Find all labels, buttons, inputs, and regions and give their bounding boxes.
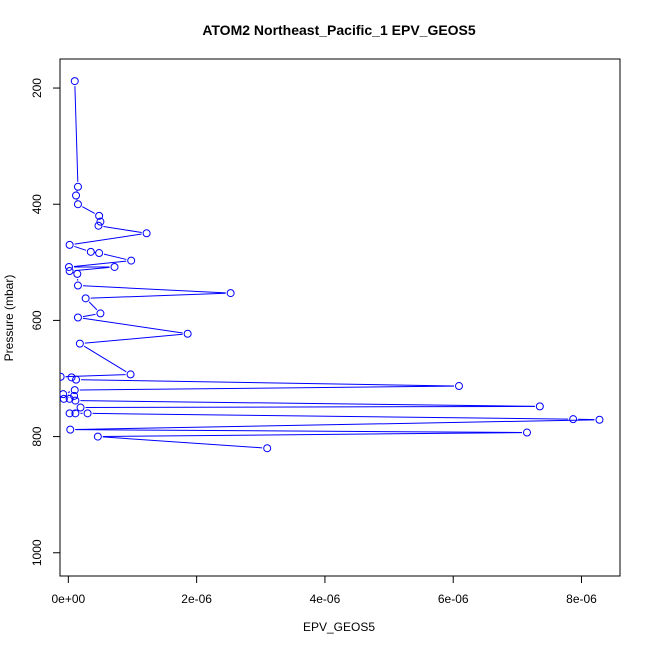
series-segment (103, 225, 142, 233)
data-point (183, 329, 192, 338)
data-point (64, 262, 73, 271)
series-segment (82, 285, 226, 294)
y-tick-label: 200 (30, 78, 44, 98)
series-segment (90, 292, 226, 299)
series-segment (82, 313, 96, 318)
data-point (67, 373, 76, 382)
data-point (65, 240, 74, 249)
x-tick-label: 2e-06 (181, 592, 212, 606)
data-point (127, 256, 136, 265)
data-point (535, 402, 544, 411)
data-point (76, 403, 85, 412)
data-point (110, 262, 119, 271)
y-axis: 200 400 600 800 1000 (30, 78, 61, 566)
data-point (595, 415, 604, 424)
series-segment (92, 412, 569, 420)
series-segment (79, 385, 454, 391)
data-point (65, 267, 74, 276)
data-point (95, 249, 104, 258)
y-tick-label: 800 (30, 426, 44, 446)
data-point (81, 294, 90, 303)
x-axis: 0e+00 2e-06 4e-06 6e-06 8e-06 (51, 575, 597, 606)
series-segment (103, 253, 127, 260)
x-tick-label: 4e-06 (310, 592, 341, 606)
data-point (73, 281, 82, 290)
data-point (65, 409, 74, 418)
series-segment (80, 400, 535, 407)
series-segment (83, 345, 127, 373)
data-point (86, 247, 95, 256)
data-point (73, 269, 82, 278)
y-tick-label: 600 (30, 310, 44, 330)
data-point (73, 182, 82, 191)
y-tick-label: 1000 (30, 539, 44, 566)
x-tick-label: 8e-06 (566, 592, 597, 606)
data-point (454, 382, 463, 391)
series-segment (102, 432, 522, 438)
series-segment (75, 419, 595, 431)
data-point (263, 444, 272, 453)
data-point (73, 200, 82, 209)
data-point (65, 394, 74, 403)
data-layer (60, 77, 604, 453)
x-tick-label: 0e+00 (51, 592, 85, 606)
data-point (522, 428, 531, 437)
chart-title: ATOM2 Northeast_Pacific_1 EPV_GEOS5 (202, 22, 476, 38)
data-point (94, 221, 103, 230)
series-segment (74, 86, 79, 182)
series-segment (82, 317, 183, 334)
series-segment (67, 391, 71, 393)
data-point (60, 390, 68, 399)
series-segment (85, 405, 535, 409)
series-segment (88, 301, 98, 311)
series-segment (74, 233, 142, 245)
data-point (73, 313, 82, 322)
data-point (66, 425, 75, 434)
data-point (96, 309, 105, 318)
plot-frame (59, 58, 621, 577)
data-point (75, 339, 84, 348)
data-point (70, 77, 79, 86)
data-point (72, 375, 81, 384)
series-segment (82, 206, 95, 214)
data-point (60, 372, 65, 381)
data-point (126, 370, 135, 379)
y-tick-label: 400 (30, 194, 44, 214)
series-segment (84, 333, 183, 344)
series-segment (75, 429, 522, 433)
series-segment (73, 260, 127, 267)
data-point (226, 289, 235, 298)
series-segment (74, 266, 110, 272)
x-axis-label: EPV_GEOS5 (303, 620, 375, 634)
data-point (70, 386, 79, 395)
series-segment (81, 379, 455, 387)
series-segment (74, 245, 87, 251)
y-axis-label: Pressure (mbar) (2, 275, 16, 362)
data-point (142, 229, 151, 238)
data-point (72, 191, 81, 200)
data-point (93, 432, 102, 441)
data-point (60, 394, 68, 403)
data-point (96, 217, 105, 226)
data-point (95, 211, 104, 220)
data-point (71, 409, 80, 418)
data-point (71, 396, 80, 405)
x-tick-label: 6e-06 (438, 592, 469, 606)
data-point (569, 415, 578, 424)
series-segment (102, 436, 263, 449)
data-point (83, 409, 92, 418)
